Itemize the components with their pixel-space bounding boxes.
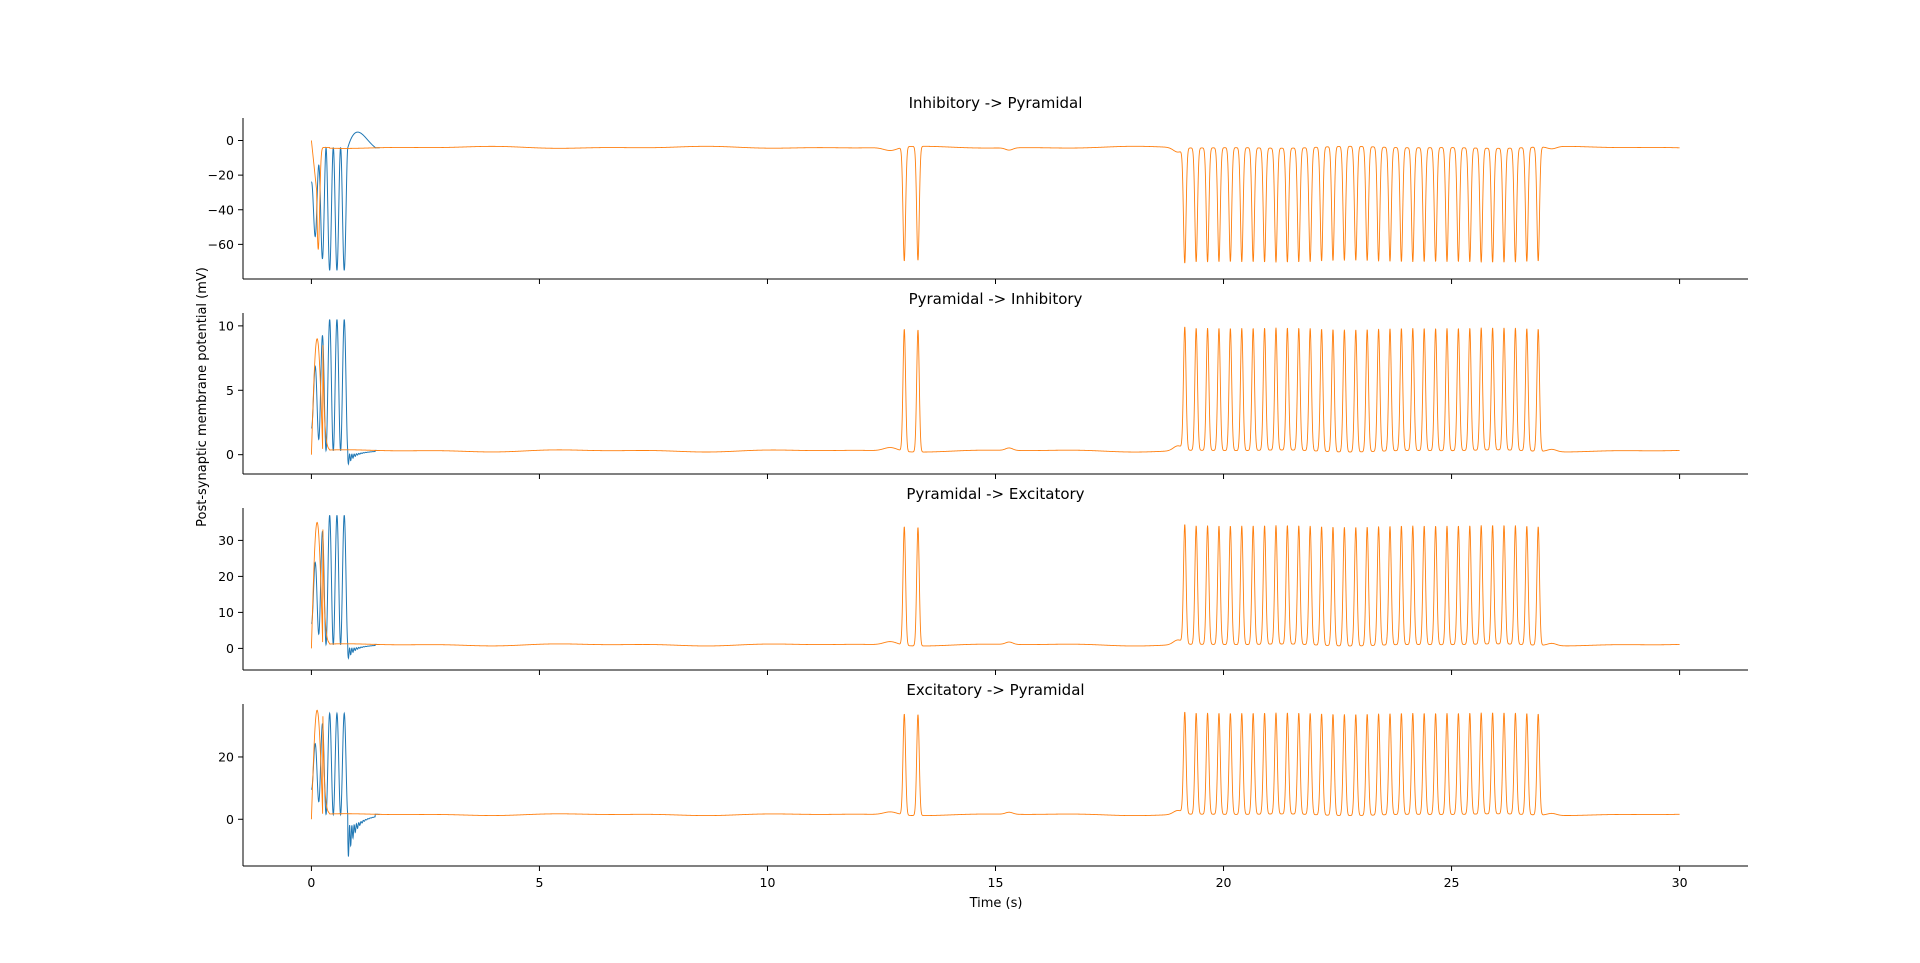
- x-tick-label: 10: [760, 875, 776, 890]
- series-line-blue: [311, 319, 380, 466]
- y-axis-label: Post-synaptic membrane potential (mV): [195, 267, 210, 527]
- subplot-title: Pyramidal -> Excitatory: [906, 485, 1084, 503]
- x-tick-label: 0: [307, 875, 315, 890]
- y-tick-label: 0: [226, 641, 234, 656]
- x-tick-label: 20: [1216, 875, 1232, 890]
- x-tick-label: 5: [535, 875, 543, 890]
- y-tick-label: 30: [218, 533, 234, 548]
- y-tick-label: 10: [218, 605, 234, 620]
- y-tick-label: −20: [208, 168, 234, 183]
- series-line-orange: [310, 326, 1680, 455]
- x-tick-label: 30: [1672, 875, 1688, 890]
- y-tick-label: 0: [226, 133, 234, 148]
- subplot-3: Pyramidal -> Excitatory 0 10 20 30: [218, 485, 1748, 675]
- y-tick-label: −40: [208, 202, 234, 217]
- y-tick-label: 0: [226, 447, 234, 462]
- x-tick-label: 25: [1444, 875, 1460, 890]
- subplot-4: Excitatory -> Pyramidal 0 20 0 5 10 15 20 25 30: [218, 681, 1748, 890]
- x-axis-label: Time (s): [969, 896, 1023, 911]
- series-line-orange: [310, 140, 1680, 264]
- series-line-blue: [311, 131, 380, 271]
- series-line-blue: [311, 515, 380, 660]
- y-tick-label: 0: [226, 812, 234, 827]
- y-tick-label: 20: [218, 749, 234, 764]
- subplot-title: Excitatory -> Pyramidal: [906, 681, 1084, 699]
- series-line-orange: [310, 521, 1680, 649]
- subplot-2: Pyramidal -> Inhibitory 0 5 10: [218, 290, 1748, 479]
- subplot-title: Pyramidal -> Inhibitory: [909, 290, 1083, 308]
- y-tick-label: 10: [218, 318, 234, 333]
- subplots: Inhibitory -> Pyramidal 0 −20 −40 −60 Pyramid…: [208, 94, 1748, 890]
- y-tick-label: −60: [208, 237, 234, 252]
- x-tick-label: 15: [988, 875, 1004, 890]
- subplot-title: Inhibitory -> Pyramidal: [909, 94, 1083, 112]
- y-tick-label: 20: [218, 569, 234, 584]
- y-tick-label: 5: [226, 383, 234, 398]
- subplot-1: Inhibitory -> Pyramidal 0 −20 −40 −60: [208, 94, 1748, 284]
- series-line-orange: [310, 709, 1680, 820]
